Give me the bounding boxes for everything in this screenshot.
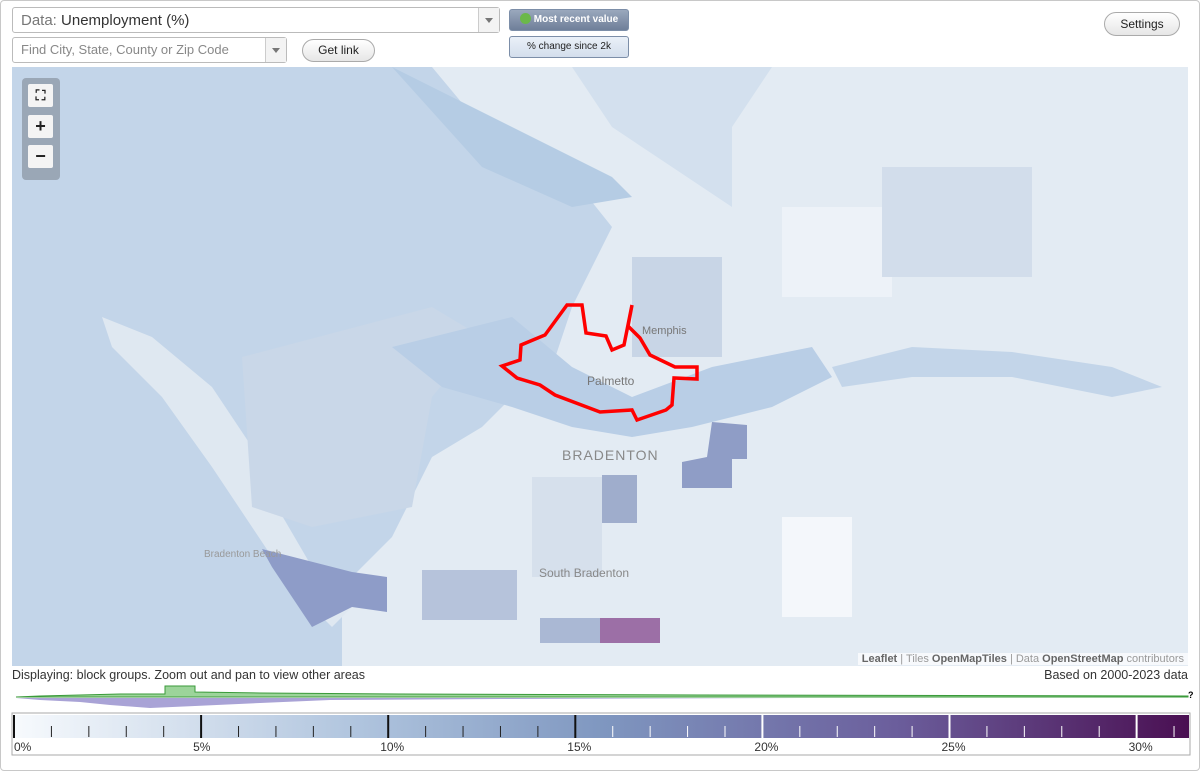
place-label: Memphis — [642, 325, 687, 337]
tick-label: 20% — [754, 740, 778, 754]
check-icon — [519, 13, 531, 24]
dropdown-arrow[interactable] — [478, 8, 499, 32]
data-value: Unemployment (%) — [61, 12, 190, 29]
data-select[interactable]: Data: Unemployment (%) — [12, 7, 500, 33]
attr-link[interactable]: Leaflet — [861, 653, 898, 665]
tick-label: 30% — [1129, 740, 1153, 754]
tick-label: 10% — [380, 740, 404, 754]
block-group — [602, 475, 637, 523]
data-label: Data: — [21, 12, 57, 29]
displaying-text: Displaying: block groups. Zoom out and p… — [12, 668, 365, 682]
water — [392, 67, 632, 207]
zoom-out-button[interactable]: − — [28, 145, 53, 168]
attribution: Leaflet | Tiles OpenMapTiles | Data Open… — [857, 653, 1188, 665]
barrier-island — [102, 317, 352, 627]
based-on-text: Based on 2000-2023 data — [1044, 668, 1188, 682]
place-label: South Bradenton — [539, 566, 629, 580]
block-group — [782, 517, 852, 617]
settings-button[interactable]: Settings — [1104, 12, 1180, 36]
map-canvas: Memphis Palmetto BRADENTON Bradenton Bea… — [12, 67, 1188, 666]
block-group — [600, 618, 660, 643]
block-group — [540, 618, 600, 643]
place-label: BRADENTON — [562, 447, 659, 463]
tick-label: 15% — [567, 740, 591, 754]
histogram — [15, 685, 1189, 708]
search-placeholder: Find City, State, County or Zip Code — [21, 42, 229, 57]
block-group — [632, 257, 722, 357]
zoom-in-button[interactable]: + — [28, 115, 53, 138]
tick-label: 5% — [193, 740, 211, 754]
histogram-area — [15, 685, 1189, 698]
legend-gradient — [14, 715, 1189, 738]
block-group — [532, 477, 602, 577]
tick-label: 0% — [14, 740, 32, 754]
selected-outline — [498, 303, 699, 423]
dropdown-arrow[interactable] — [265, 38, 286, 62]
tick-label: 25% — [942, 740, 966, 754]
search-box[interactable]: Find City, State, County or Zip Code — [12, 37, 287, 63]
mode-label: Most recent value — [533, 14, 619, 25]
block-group — [422, 570, 517, 620]
block-group — [682, 422, 747, 488]
land — [382, 67, 772, 207]
attr-link[interactable]: OpenMapTiles — [931, 653, 1007, 665]
river — [832, 347, 1162, 397]
attr-text: | Tiles — [900, 653, 929, 665]
map[interactable]: Memphis Palmetto BRADENTON Bradenton Bea… — [12, 67, 1188, 666]
legend: 0% 5% 10% 15% 20% 25% 30% — [11, 712, 1191, 756]
place-label: Bradenton Beach — [204, 549, 281, 560]
mode-button[interactable]: Most recent value — [509, 9, 629, 31]
fullscreen-button[interactable]: ⛶ — [28, 84, 53, 107]
zoom-control: ⛶ + − — [22, 78, 60, 180]
get-link-button[interactable]: Get link — [302, 39, 375, 62]
block-group — [782, 207, 892, 297]
mode-button[interactable]: % change since 2k — [509, 36, 629, 58]
attr-text: | Data — [1009, 653, 1040, 665]
place-label: Palmetto — [587, 374, 635, 388]
attr-link[interactable]: OpenStreetMap — [1042, 653, 1124, 665]
help-link[interactable]: ? — [1188, 690, 1194, 700]
histogram-area — [16, 698, 1188, 708]
block-group — [262, 549, 387, 627]
attr-text: contributors — [1126, 653, 1184, 665]
block-group — [882, 167, 1032, 277]
river — [392, 317, 832, 437]
